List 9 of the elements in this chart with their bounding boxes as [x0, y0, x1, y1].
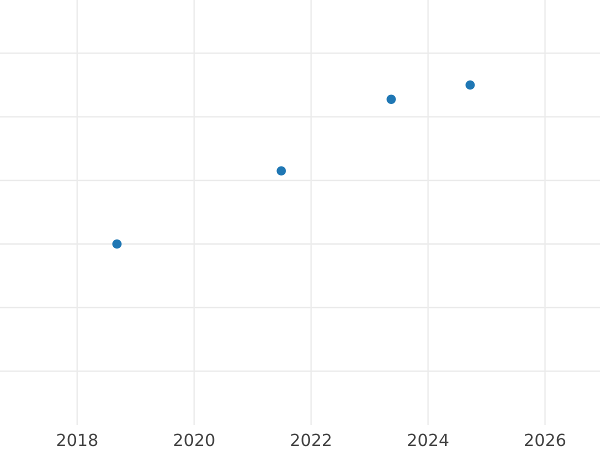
x-tick-label: 2022 — [291, 434, 331, 446]
point — [466, 80, 475, 90]
x-tick-label: 2026 — [525, 434, 566, 446]
x-tick-label: 2018 — [57, 434, 98, 446]
point — [386, 94, 396, 104]
point — [112, 239, 122, 249]
x-tick-label: 2020 — [174, 434, 214, 446]
x-tick-label: 2024 — [408, 434, 448, 446]
point — [276, 166, 286, 176]
